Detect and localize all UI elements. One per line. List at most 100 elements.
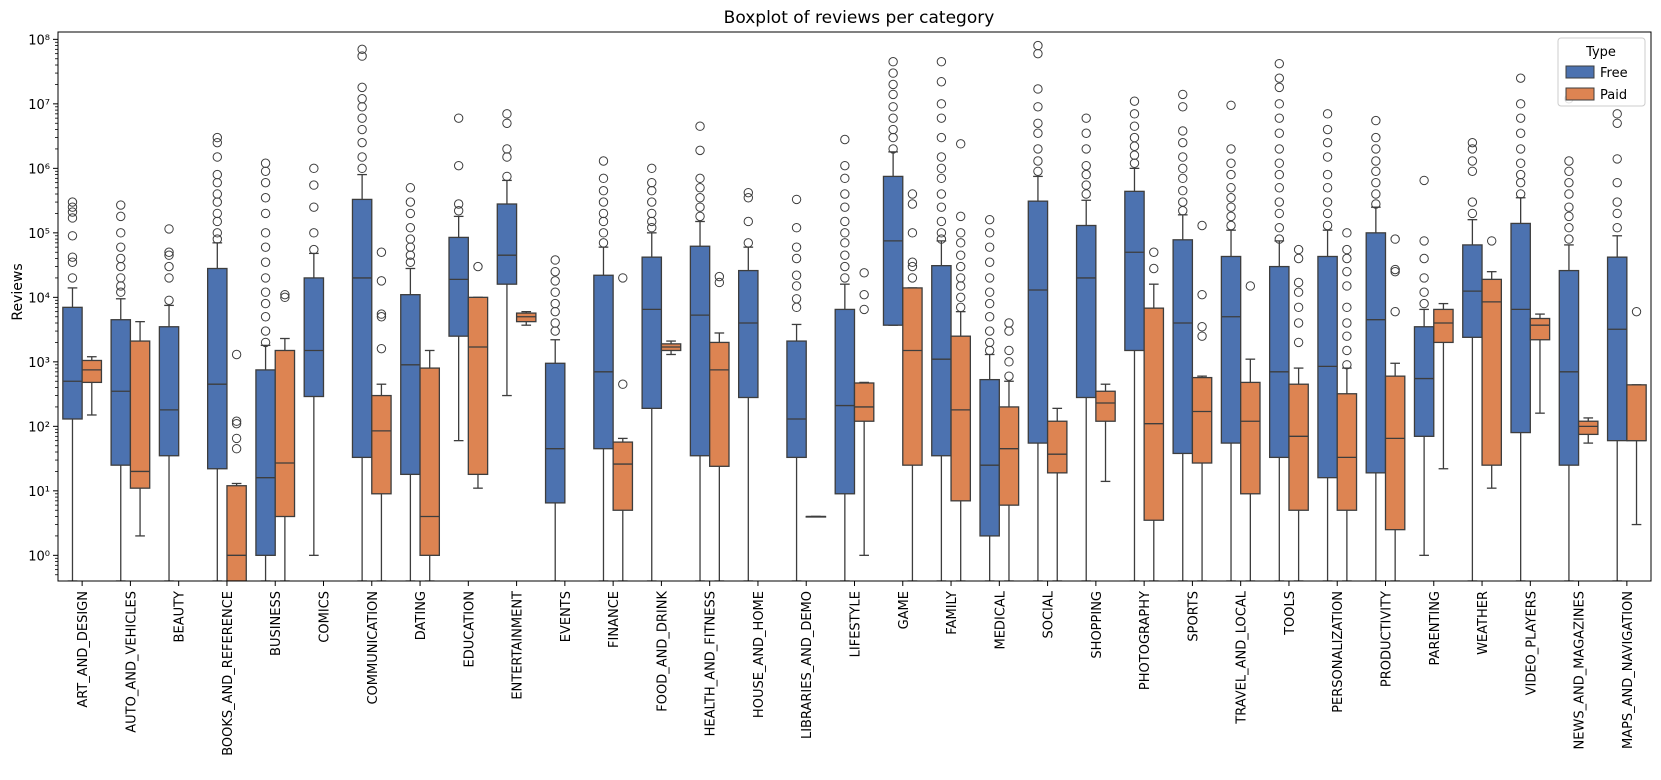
box-iqr bbox=[1577, 420, 1599, 436]
outlier-point bbox=[1178, 102, 1188, 112]
x-tick-label: FAMILY bbox=[945, 591, 960, 635]
box-free-news-and-magazines bbox=[1558, 94, 1580, 581]
box-iqr bbox=[593, 274, 614, 450]
box-iqr bbox=[351, 198, 373, 459]
box-paid-dating bbox=[419, 349, 441, 581]
outlier-point bbox=[1419, 287, 1429, 297]
box-iqr bbox=[274, 349, 296, 518]
box-iqr bbox=[612, 441, 634, 511]
outlier-point bbox=[1564, 177, 1574, 188]
y-tick-label: 10⁸ bbox=[28, 33, 50, 48]
outlier-point bbox=[1342, 228, 1352, 238]
outlier-point bbox=[1129, 132, 1140, 143]
outlier-point bbox=[260, 298, 271, 309]
outlier-point bbox=[260, 193, 271, 203]
box-iqr bbox=[496, 203, 518, 285]
outlier-point bbox=[936, 228, 947, 238]
outlier-point bbox=[1293, 337, 1304, 348]
outlier-point bbox=[260, 273, 271, 283]
outlier-point bbox=[1226, 158, 1236, 168]
outlier-point bbox=[1322, 183, 1333, 193]
x-tick-label: FINANCE bbox=[607, 591, 622, 648]
outlier-point bbox=[502, 109, 512, 119]
legend-swatch-free bbox=[1565, 65, 1595, 79]
box-iqr bbox=[62, 306, 83, 420]
box-free-house-and-home bbox=[737, 187, 759, 581]
box-iqr bbox=[110, 319, 132, 466]
outlier-point bbox=[598, 228, 609, 238]
outlier-point bbox=[309, 202, 319, 212]
outlier-point bbox=[67, 273, 78, 283]
outlier-point bbox=[212, 132, 223, 143]
box-free-shopping bbox=[1075, 113, 1097, 581]
box-paid-art-and-design bbox=[81, 356, 103, 416]
box-free-entertainment bbox=[496, 109, 518, 397]
x-tick-label: LIBRARIES_AND_DEMO bbox=[800, 591, 815, 739]
outlier-point bbox=[956, 261, 966, 272]
outlier-point bbox=[1564, 166, 1574, 176]
box-free-education bbox=[448, 113, 469, 442]
outlier-point bbox=[984, 228, 995, 238]
box-iqr bbox=[1288, 383, 1309, 511]
outlier-point bbox=[260, 208, 271, 219]
x-tick-label: PHOTOGRAPHY bbox=[1138, 591, 1153, 690]
outlier-point bbox=[1467, 197, 1478, 207]
outlier-point bbox=[956, 211, 966, 222]
box-iqr bbox=[950, 335, 972, 502]
outlier-point bbox=[647, 197, 657, 207]
outlier-point bbox=[1390, 306, 1400, 317]
outlier-point bbox=[840, 228, 850, 238]
outlier-point bbox=[1612, 109, 1622, 119]
outlier-point bbox=[1129, 121, 1140, 131]
outlier-point bbox=[956, 238, 966, 248]
box-free-sports bbox=[1172, 89, 1194, 581]
outlier-point bbox=[598, 156, 609, 166]
outlier-point bbox=[714, 277, 725, 288]
box-paid-photography bbox=[1143, 247, 1165, 581]
outlier-point bbox=[1419, 298, 1429, 309]
outlier-point bbox=[1515, 169, 1526, 180]
box-paid-weather bbox=[1481, 236, 1503, 489]
box-iqr bbox=[931, 264, 952, 457]
outlier-point bbox=[1274, 113, 1285, 123]
box-paid-education bbox=[467, 261, 489, 489]
outlier-point bbox=[1197, 322, 1207, 332]
outlier-point bbox=[1515, 128, 1526, 138]
outlier-point bbox=[1178, 137, 1188, 148]
box-iqr bbox=[737, 269, 759, 399]
outlier-point bbox=[1342, 345, 1352, 356]
outlier-point bbox=[1371, 132, 1381, 143]
box-free-beauty bbox=[158, 224, 180, 581]
outlier-point bbox=[1226, 100, 1236, 110]
box-iqr bbox=[1336, 393, 1358, 511]
outlier-point bbox=[309, 163, 319, 174]
outlier-point bbox=[984, 337, 995, 348]
y-tick-label: 10⁷ bbox=[28, 98, 50, 113]
x-tick-label: NEWS_AND_MAGAZINES bbox=[1573, 591, 1588, 749]
box-iqr bbox=[1124, 190, 1145, 352]
outlier-point bbox=[1467, 144, 1478, 154]
box-iqr bbox=[1626, 384, 1647, 442]
outlier-point bbox=[1274, 144, 1285, 154]
outlier-point bbox=[791, 194, 802, 205]
outlier-point bbox=[1371, 177, 1381, 188]
outlier-point bbox=[936, 216, 947, 227]
outlier-point bbox=[1178, 163, 1188, 174]
outlier-point bbox=[67, 202, 78, 212]
outlier-point bbox=[743, 216, 753, 227]
outlier-point bbox=[840, 134, 850, 145]
outlier-point bbox=[231, 349, 242, 360]
outlier-point bbox=[212, 228, 223, 238]
outlier-point bbox=[550, 287, 560, 297]
box-iqr bbox=[1027, 200, 1049, 444]
outlier-point bbox=[212, 137, 223, 148]
outlier-point bbox=[1004, 345, 1014, 356]
outlier-point bbox=[840, 160, 850, 171]
box-paid-family bbox=[950, 139, 972, 581]
outlier-point bbox=[907, 189, 918, 199]
outlier-point bbox=[984, 298, 995, 309]
outlier-point bbox=[357, 94, 367, 104]
outlier-point bbox=[357, 137, 367, 148]
outlier-point bbox=[1564, 202, 1574, 212]
x-tick-label: WEATHER bbox=[1476, 591, 1491, 655]
